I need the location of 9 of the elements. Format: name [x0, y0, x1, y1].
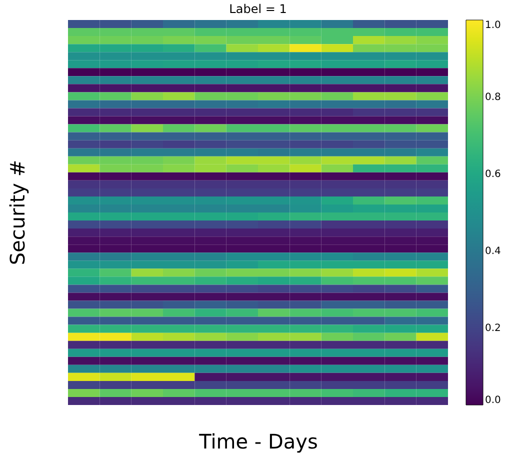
color-bar-label: 0.8: [485, 92, 501, 103]
color-bar-label: 0.4: [485, 246, 501, 257]
color-bar-label: 0.0: [485, 395, 501, 406]
x-axis-title: Time - Days: [198, 430, 318, 454]
color-bar-label: 0.2: [485, 323, 501, 334]
y-axis-title: Security #: [6, 160, 30, 266]
chart-title: Label = 1: [229, 2, 287, 16]
color-bar-label: 1.0: [485, 20, 501, 31]
color-bar-label: 0.6: [485, 169, 501, 180]
